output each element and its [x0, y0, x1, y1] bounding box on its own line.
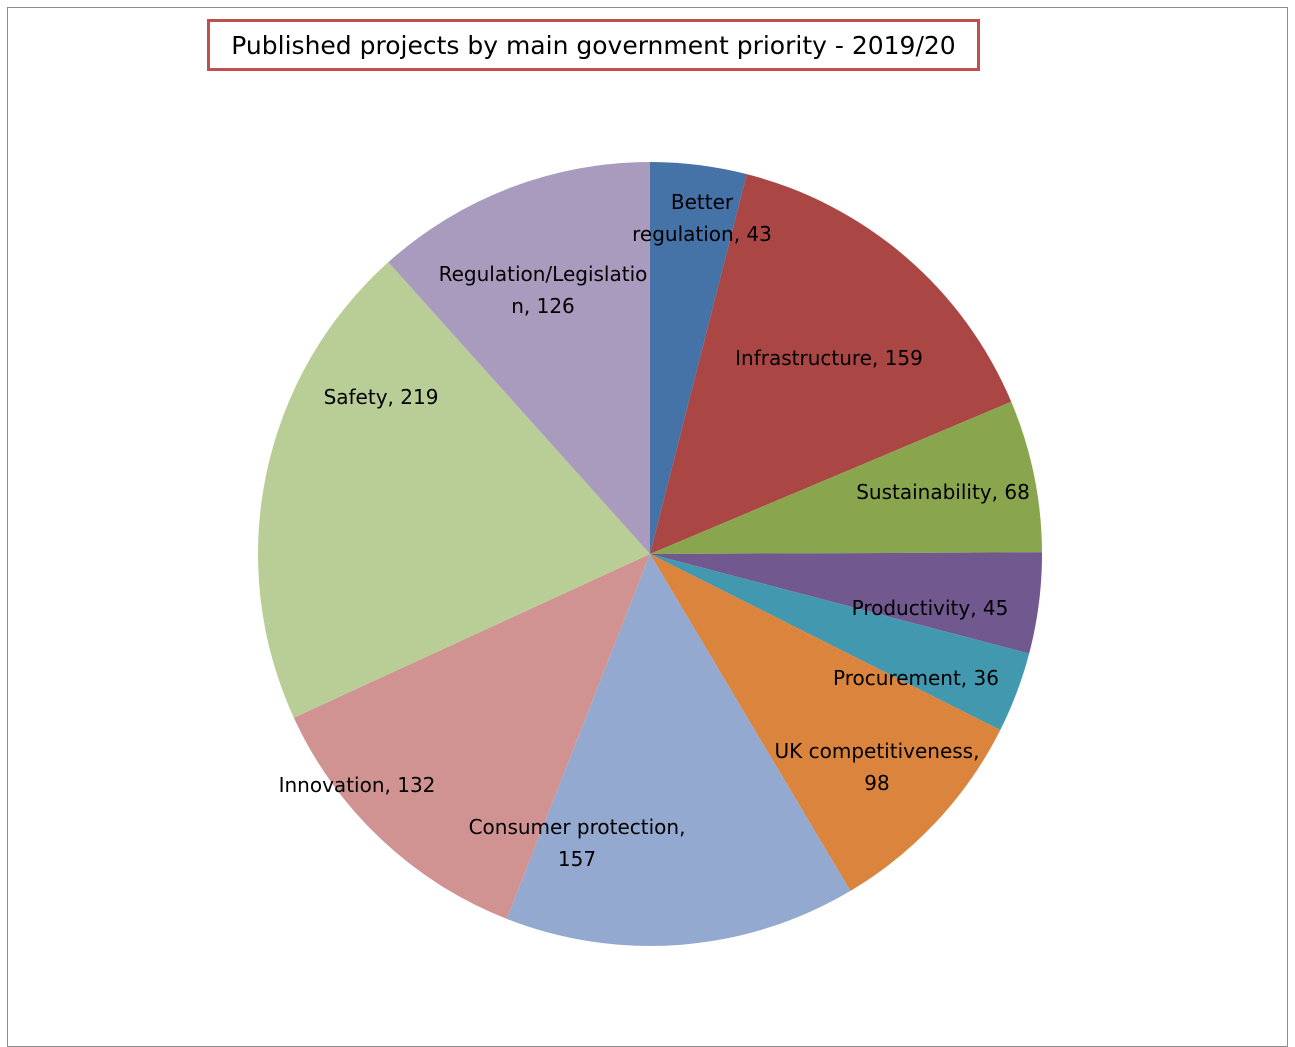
slice-uk-competitiveness: [650, 554, 1001, 891]
chart-title-box: Published projects by main government pr…: [207, 19, 980, 71]
slice-productivity: [650, 552, 1043, 654]
slice-infrastructure: [650, 174, 1012, 554]
slice-label-uk-competitiveness: UK competitiveness, 98: [775, 739, 980, 795]
slice-label-regulation-legislation: Regulation/Legislatio n, 126: [439, 262, 648, 318]
slice-procurement: [650, 554, 1030, 730]
slice-label-sustainability: Sustainability, 68: [856, 480, 1030, 504]
slice-label-procurement: Procurement, 36: [833, 666, 999, 690]
slice-label-innovation: Innovation, 132: [279, 773, 436, 797]
chart-title: Published projects by main government pr…: [231, 30, 956, 60]
slice-label-productivity: Productivity, 45: [852, 596, 1009, 620]
slice-consumer-protection: [506, 554, 851, 946]
pie-labels: Better regulation, 43 Infrastructure, 159 S…: [279, 190, 1030, 871]
slice-better-regulation: [650, 162, 747, 554]
slice-innovation: [293, 554, 650, 919]
slice-regulation-legislation: [388, 162, 650, 554]
pie-slices: [257, 162, 1043, 946]
slice-label-better-regulation: Better regulation, 43: [632, 190, 772, 246]
slice-safety: [257, 262, 650, 718]
slice-label-infrastructure: Infrastructure, 159: [735, 346, 923, 370]
slice-label-consumer-protection: Consumer protection, 157: [469, 815, 686, 871]
slice-sustainability: [650, 401, 1042, 554]
slice-label-safety: Safety, 219: [324, 385, 439, 409]
